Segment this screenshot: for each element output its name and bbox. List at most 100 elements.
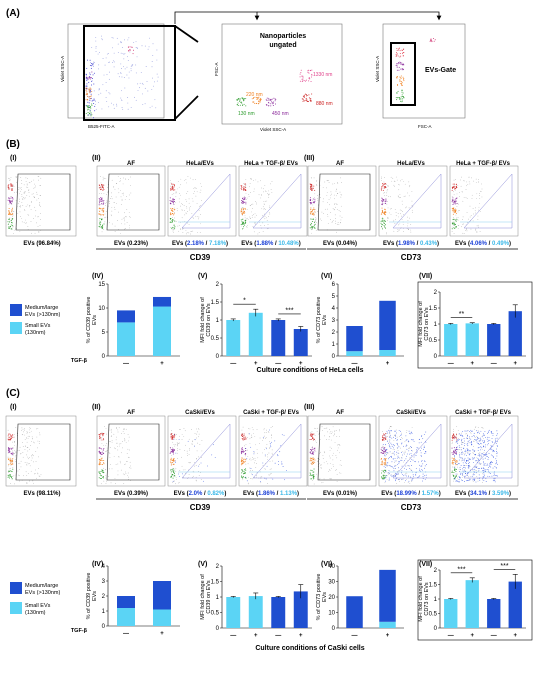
y-tick-label: 20	[328, 595, 335, 601]
x-tick-label: —	[123, 631, 129, 637]
chart-frame	[417, 281, 533, 369]
c-label-i: (I)	[10, 404, 17, 411]
bead-label-450: 450 nm	[272, 111, 289, 117]
c-scatter-i	[5, 415, 77, 487]
y-tick-label: 0	[434, 354, 438, 360]
c-ev-iii-tgf: EVs (34.1% / 3.59%)	[455, 491, 511, 497]
c-title-af-2: AF	[336, 410, 344, 416]
a3-xlabel: FSC-A	[418, 124, 432, 129]
chart-c-v: 0 0.5 1 1.5 2 MFI fold change ofCD39 on EVs — +…	[200, 564, 312, 639]
a-plot1: B525-FITC-A Violet SSC-A	[60, 23, 176, 129]
c-scatter-ii-tgf	[238, 415, 308, 487]
x-tick-label: +	[386, 633, 390, 639]
b-label-ii: (II)	[92, 155, 101, 162]
significance-label: ***	[457, 566, 465, 573]
b-legend: Medium/large EVs (>130nm) Small EVs (130…	[10, 304, 60, 336]
bar-medium-large-evs	[379, 569, 396, 622]
y-tick-label: 1	[434, 322, 438, 328]
b-legend-small-1: Small EVs	[25, 323, 51, 329]
y-tick-label: 1.5	[211, 300, 220, 306]
y-tick-label: 0	[216, 354, 220, 360]
y-tick-label: 6	[332, 282, 336, 288]
y-tick-label: 2	[434, 290, 438, 296]
bar	[444, 324, 458, 356]
y-axis-label: MFI fold change ofCD39 on EVs	[200, 297, 212, 343]
c-ev-iii-caski: EVs (18.99% / 1.57%)	[381, 491, 440, 497]
bar	[444, 599, 458, 628]
x-tick-label: +	[254, 361, 258, 367]
b-ev-ii-tgf: EVs (1.88% / 10.48%)	[241, 241, 300, 247]
b-ev-ii-hela: EVs (2.18% / 7.18%)	[172, 241, 228, 247]
y-axis-label: MFI fold change ofCD39 on EVs	[200, 574, 212, 620]
y-tick-label: 15	[98, 282, 105, 288]
y-axis-label: % of CD39 positiveEVs	[86, 573, 98, 620]
chart-frame	[417, 559, 533, 641]
a-gate-box	[83, 25, 176, 121]
b-legend-small-2: (130nm)	[25, 330, 46, 336]
a-plot2: Nanoparticles ungated 1330 nm 880 nm 220…	[214, 23, 343, 132]
x-tick-label: —	[491, 361, 497, 367]
bar	[271, 597, 286, 628]
x-tick-label: —	[448, 361, 454, 367]
y-tick-label: 2	[216, 282, 220, 288]
b-legend-medium-2: EVs (>130nm)	[25, 312, 60, 318]
b-title-af-1: AF	[127, 161, 135, 167]
y-tick-label: 0.5	[429, 612, 438, 618]
c-ev-ii-caski: EVs (2.0% / 0.82%)	[174, 491, 227, 497]
a3-title: EVs-Gate	[425, 67, 456, 74]
x-tick-label: +	[160, 631, 164, 637]
c-title-caski-2: CaSki/EVs	[396, 410, 426, 416]
a2-ylabel: FSC-A	[214, 63, 219, 77]
x-tick-label: +	[513, 633, 517, 639]
c-ev-iii-af: EVs (0.01%)	[323, 491, 357, 497]
y-tick-label: 2	[216, 564, 220, 570]
b-title-hela-1: HeLa/EVs	[186, 161, 214, 167]
x-tick-label: —	[352, 633, 358, 639]
bar	[465, 323, 479, 356]
x-tick-label: +	[386, 361, 390, 367]
x-tick-label: +	[254, 633, 258, 639]
y-tick-label: 3	[102, 579, 106, 585]
c-legend-small-1: Small EVs	[25, 603, 51, 609]
y-tick-label: 2	[102, 594, 106, 600]
y-tick-label: 4	[102, 564, 106, 570]
x-tick-label: —	[230, 361, 236, 367]
b-scatter-iii-tgf	[449, 165, 519, 237]
c-legend-small-2: (130nm)	[25, 610, 46, 616]
c-legend: Medium/large EVs (>130nm) Small EVs (130…	[10, 582, 60, 616]
bar-small-evs	[117, 322, 135, 356]
panel-label-b: (B)	[6, 139, 20, 150]
y-tick-label: 0	[102, 624, 106, 630]
c-title-caskitgf-2: CaSki + TGF-β/ EVs	[455, 410, 512, 416]
y-tick-label: 1	[434, 597, 438, 603]
b-label-i: (I)	[10, 155, 17, 162]
significance-label: **	[459, 311, 465, 318]
c-scatter-ii-caski	[167, 415, 237, 487]
y-axis-label: MFI fold change ofCD73 on EVs	[418, 301, 430, 347]
bar-medium-large-evs	[379, 300, 396, 350]
chart-b-vi: 0 1 2 3 4 5 6 % of CD73 positiveEVs — +	[316, 282, 404, 367]
panel-label-a: (A)	[6, 8, 20, 19]
y-tick-label: 0	[216, 626, 220, 632]
c-scatter-iii-caski	[378, 415, 448, 487]
y-tick-label: 1	[102, 609, 106, 615]
bar	[487, 599, 501, 628]
y-tick-label: 0	[102, 354, 106, 360]
significance-label: ***	[500, 563, 508, 570]
a2-xlabel: Violet SSC-A	[260, 127, 286, 132]
x-tick-label: —	[448, 633, 454, 639]
c-legend-medium-1: Medium/large	[25, 583, 58, 589]
b-title-hela-2: HeLa/EVs	[397, 161, 425, 167]
y-axis-label: % of CD73 positiveEVs	[316, 297, 328, 344]
y-tick-label: 0.5	[429, 338, 438, 344]
x-tick-label: —	[123, 361, 129, 367]
y-tick-label: 1.5	[211, 580, 220, 586]
bar	[293, 591, 308, 628]
b-label-iv: (IV)	[92, 273, 103, 280]
y-tick-label: 10	[98, 306, 105, 312]
x-tick-label: +	[470, 633, 474, 639]
bar-medium-large-evs	[117, 310, 135, 323]
c-scatter-ii-af	[96, 415, 166, 487]
chart-c-vii: 0 0.5 1 1.5 2 MFI fold change ofCD73 on EVs — +…	[417, 559, 533, 641]
c-culture-label: Culture conditions of CaSki cells	[255, 645, 364, 652]
